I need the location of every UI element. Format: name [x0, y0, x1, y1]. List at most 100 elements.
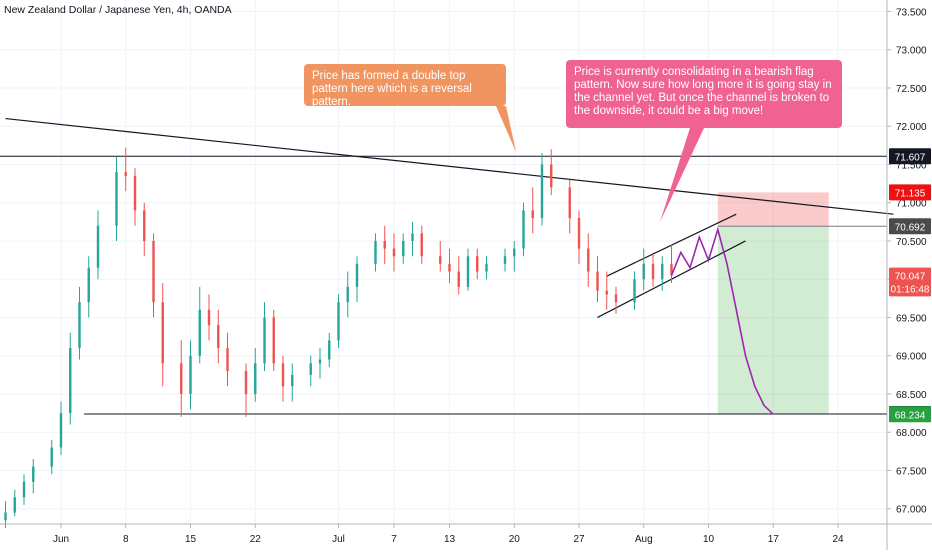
- candle-body: [466, 256, 470, 287]
- candle-body: [540, 164, 544, 219]
- candle-body: [133, 175, 137, 211]
- y-tick-label: 68.500: [896, 390, 927, 401]
- price-labels: 71.60771.13570.69270.04701:16:4868.23868…: [889, 148, 931, 423]
- x-tick-label: 13: [444, 534, 456, 545]
- x-tick-label: Jul: [332, 534, 345, 545]
- stop-loss-zone: [717, 192, 829, 227]
- candle-body: [217, 325, 220, 349]
- y-tick-label: 71.000: [896, 199, 927, 210]
- candle-body: [485, 263, 488, 272]
- candle-body: [263, 317, 266, 364]
- annotation-double-top[interactable]: Price has formed a double top pattern he…: [304, 64, 506, 108]
- candle-body: [272, 317, 275, 364]
- candles: [4, 147, 673, 528]
- candle-body: [13, 497, 16, 513]
- y-tick-label: 71.500: [896, 160, 927, 171]
- candle-body: [152, 240, 155, 303]
- candle-body: [281, 363, 285, 387]
- annotation-double-top-pointer: [496, 106, 516, 152]
- x-tick-label: 8: [123, 534, 129, 545]
- candle-body: [383, 240, 386, 249]
- price-label-box: [889, 148, 931, 165]
- candle-body: [457, 271, 460, 287]
- x-tick-label: 24: [832, 534, 844, 545]
- candle-body: [50, 447, 53, 467]
- candle-body: [87, 267, 90, 303]
- projection-path[interactable]: [670, 226, 774, 415]
- candle-body: [180, 363, 183, 394]
- x-tick-label: Jun: [53, 534, 69, 545]
- y-tick-label: 68.000: [896, 428, 927, 439]
- drawn-lines[interactable]: [0, 106, 894, 415]
- candle-body: [522, 210, 525, 249]
- y-tick-label: 70.500: [896, 237, 927, 248]
- candle-body: [651, 263, 655, 280]
- candle-body: [337, 302, 340, 341]
- candle-body: [328, 340, 331, 360]
- candle-body: [161, 302, 164, 364]
- candle-body: [22, 481, 26, 498]
- take-profit-zone: [717, 226, 829, 415]
- candle-body: [115, 172, 118, 226]
- candle-body: [309, 363, 312, 375]
- y-tick-label: 72.000: [896, 122, 927, 133]
- x-tick-label: 10: [703, 534, 715, 545]
- price-label-box: [889, 267, 931, 284]
- price-label-text: 68.234: [895, 410, 926, 421]
- candle-body: [143, 210, 146, 241]
- candle-body: [59, 413, 63, 448]
- candle-body: [291, 374, 294, 387]
- candle-body: [4, 512, 7, 521]
- x-tick-label: 27: [573, 534, 585, 545]
- candle-body: [503, 256, 507, 264]
- candle-body: [244, 371, 248, 394]
- annotation-bearish-flag-pointer: [660, 128, 704, 222]
- candle-body: [355, 263, 359, 287]
- trendline: [5, 117, 894, 215]
- x-tick-label: 22: [250, 534, 262, 545]
- x-tick-label: 17: [768, 534, 780, 545]
- candle-body: [374, 240, 377, 264]
- chart-title: New Zealand Dollar / Japanese Yen, 4h, O…: [4, 4, 232, 16]
- candle-body: [568, 187, 571, 219]
- position-tool[interactable]: [717, 192, 887, 415]
- x-tick-label: 15: [185, 534, 197, 545]
- candle-body: [531, 210, 534, 219]
- candle-body: [614, 294, 618, 303]
- y-tick-label: 69.500: [896, 313, 927, 324]
- candle-body: [411, 233, 414, 241]
- candle-body: [124, 172, 127, 176]
- candle-body: [189, 355, 192, 394]
- candle-body: [670, 263, 673, 276]
- candle-body: [577, 218, 581, 249]
- candle-body: [254, 363, 257, 394]
- y-tick-label: 72.500: [896, 84, 927, 95]
- price-label-box: [889, 280, 931, 297]
- y-tick-label: 73.000: [896, 46, 927, 57]
- candle-body: [605, 290, 608, 295]
- candle-body: [78, 302, 81, 349]
- candle-body: [476, 256, 479, 272]
- price-label-text: 01:16:48: [891, 284, 930, 295]
- candle-body: [633, 279, 636, 303]
- annotation-bearish-flag[interactable]: Price is currently consolidating in a be…: [566, 60, 842, 128]
- candle-body: [448, 263, 451, 272]
- x-tick-label: 7: [391, 534, 397, 545]
- candle-body: [661, 263, 664, 280]
- candle-body: [439, 256, 442, 264]
- candle-body: [32, 466, 35, 482]
- candle-body: [226, 348, 229, 372]
- candle-body: [69, 348, 72, 414]
- candle-body: [198, 309, 201, 356]
- y-tick-label: 67.000: [896, 505, 927, 516]
- x-tick-label: 20: [509, 534, 521, 545]
- annotation-double-top-text: Price has formed a double top pattern he…: [312, 70, 472, 108]
- candle-body: [402, 240, 405, 257]
- price-label-text: 70.692: [895, 222, 926, 233]
- projection-line: [670, 226, 774, 415]
- price-label-text: 71.135: [895, 188, 926, 199]
- price-label-box: [889, 218, 931, 235]
